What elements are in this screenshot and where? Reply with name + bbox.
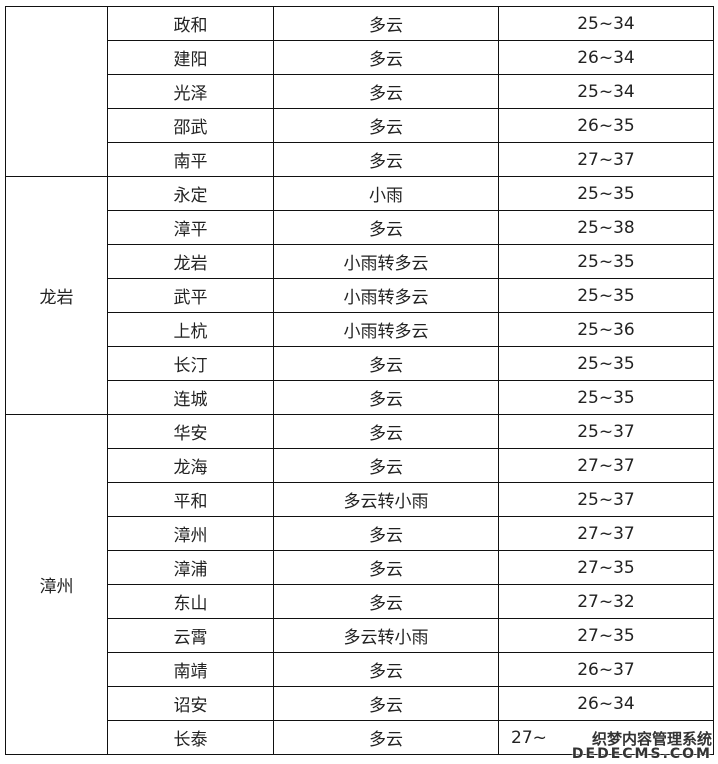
county-cell: 漳平	[107, 210, 274, 245]
weather-cell: 多云	[273, 448, 499, 483]
temperature-cell: 27~37	[498, 516, 714, 551]
county-cell: 东山	[107, 584, 274, 619]
temperature-cell: 26~35	[498, 108, 714, 143]
temperature-cell: 27~37	[498, 448, 714, 483]
county-cell: 龙岩	[107, 244, 274, 279]
county-cell: 云霄	[107, 618, 274, 653]
temperature-cell: 27~	[498, 720, 714, 755]
weather-cell: 多云	[273, 652, 499, 687]
weather-cell: 多云	[273, 346, 499, 381]
county-cell: 永定	[107, 176, 274, 211]
table-row: 平和 多云转小雨 25~37	[6, 482, 714, 517]
weather-cell: 多云	[273, 550, 499, 585]
table-row: 长汀 多云 25~35	[6, 346, 714, 381]
table-row: 龙海 多云 27~37	[6, 448, 714, 483]
table-row: 邵武 多云 26~35	[6, 108, 714, 143]
table-row: 上杭 小雨转多云 25~36	[6, 312, 714, 347]
county-cell: 邵武	[107, 108, 274, 143]
city-cell: 龙岩	[5, 176, 108, 415]
temperature-cell: 25~37	[498, 414, 714, 449]
temperature-cell: 25~34	[498, 6, 714, 41]
table-row: 诏安 多云 26~34	[6, 686, 714, 721]
county-cell: 平和	[107, 482, 274, 517]
county-cell: 长泰	[107, 720, 274, 755]
county-cell: 长汀	[107, 346, 274, 381]
weather-cell: 小雨转多云	[273, 278, 499, 313]
county-cell: 光泽	[107, 74, 274, 109]
table-row: 政和 多云 25~34	[5, 6, 714, 177]
county-cell: 诏安	[107, 686, 274, 721]
temperature-cell: 27~37	[498, 142, 714, 177]
county-cell: 华安	[107, 414, 274, 449]
weather-cell: 多云	[273, 516, 499, 551]
weather-cell: 多云	[273, 40, 499, 75]
temperature-cell: 25~35	[498, 380, 714, 415]
weather-cell: 多云	[273, 142, 499, 177]
table-row: 漳浦 多云 27~35	[6, 550, 714, 585]
table-row: 漳州 华安 多云 25~37	[5, 414, 714, 755]
watermark: 织梦内容管理系统 DEDECMS.COM	[571, 730, 712, 762]
table-row: 建阳 多云 26~34	[6, 40, 714, 75]
temperature-cell: 25~35	[498, 244, 714, 279]
table-row: 漳平 多云 25~38	[6, 210, 714, 245]
table-row: 光泽 多云 25~34	[6, 74, 714, 109]
county-cell: 龙海	[107, 448, 274, 483]
table-row: 南靖 多云 26~37	[6, 652, 714, 687]
table-row: 武平 小雨转多云 25~35	[6, 278, 714, 313]
temperature-cell: 27~35	[498, 550, 714, 585]
table-row: 龙岩 小雨转多云 25~35	[6, 244, 714, 279]
temperature-cell: 26~37	[498, 652, 714, 687]
weather-table: 政和 多云 25~34 建阳 多云 26~34 光泽 多云 25~34 邵武 多云 26~35 南平 多云…	[5, 6, 714, 755]
weather-cell: 小雨	[273, 176, 499, 211]
table-row: 南平 多云 27~37	[6, 142, 714, 177]
table-row: 连城 多云 25~35	[6, 380, 714, 415]
temperature-cell: 25~36	[498, 312, 714, 347]
county-cell: 漳州	[107, 516, 274, 551]
temperature-cell: 26~34	[498, 40, 714, 75]
county-cell: 南平	[107, 142, 274, 177]
county-cell: 政和	[107, 6, 274, 41]
temperature-cell: 27~32	[498, 584, 714, 619]
table-row: 东山 多云 27~32	[6, 584, 714, 619]
temperature-cell: 25~35	[498, 176, 714, 211]
weather-cell: 多云转小雨	[273, 618, 499, 653]
county-cell: 上杭	[107, 312, 274, 347]
weather-cell: 多云	[273, 414, 499, 449]
weather-cell: 多云	[273, 584, 499, 619]
watermark-line2: DEDECMS.COM	[571, 746, 712, 762]
weather-cell: 多云	[273, 108, 499, 143]
temperature-cell: 25~34	[498, 74, 714, 109]
weather-cell: 多云	[273, 6, 499, 41]
weather-cell: 小雨转多云	[273, 312, 499, 347]
weather-cell: 多云	[273, 380, 499, 415]
table-row: 长泰 多云 27~	[6, 720, 714, 755]
temperature-cell: 25~35	[498, 278, 714, 313]
county-cell: 武平	[107, 278, 274, 313]
temperature-cell: 25~38	[498, 210, 714, 245]
weather-cell: 多云	[273, 210, 499, 245]
county-cell: 建阳	[107, 40, 274, 75]
county-cell: 连城	[107, 380, 274, 415]
table-row: 龙岩 永定 小雨 25~35	[5, 176, 714, 415]
temperature-cell: 26~34	[498, 686, 714, 721]
city-cell	[5, 6, 108, 177]
temperature-cell: 25~35	[498, 346, 714, 381]
temperature-cell: 25~37	[498, 482, 714, 517]
table-row: 漳州 多云 27~37	[6, 516, 714, 551]
watermark-line1: 织梦内容管理系统	[591, 730, 712, 748]
weather-cell: 多云	[273, 686, 499, 721]
city-cell: 漳州	[5, 414, 108, 755]
table-row: 云霄 多云转小雨 27~35	[6, 618, 714, 653]
county-cell: 南靖	[107, 652, 274, 687]
county-cell: 漳浦	[107, 550, 274, 585]
weather-cell: 小雨转多云	[273, 244, 499, 279]
weather-cell: 多云转小雨	[273, 482, 499, 517]
weather-cell: 多云	[273, 720, 499, 755]
temperature-cell: 27~35	[498, 618, 714, 653]
weather-cell: 多云	[273, 74, 499, 109]
